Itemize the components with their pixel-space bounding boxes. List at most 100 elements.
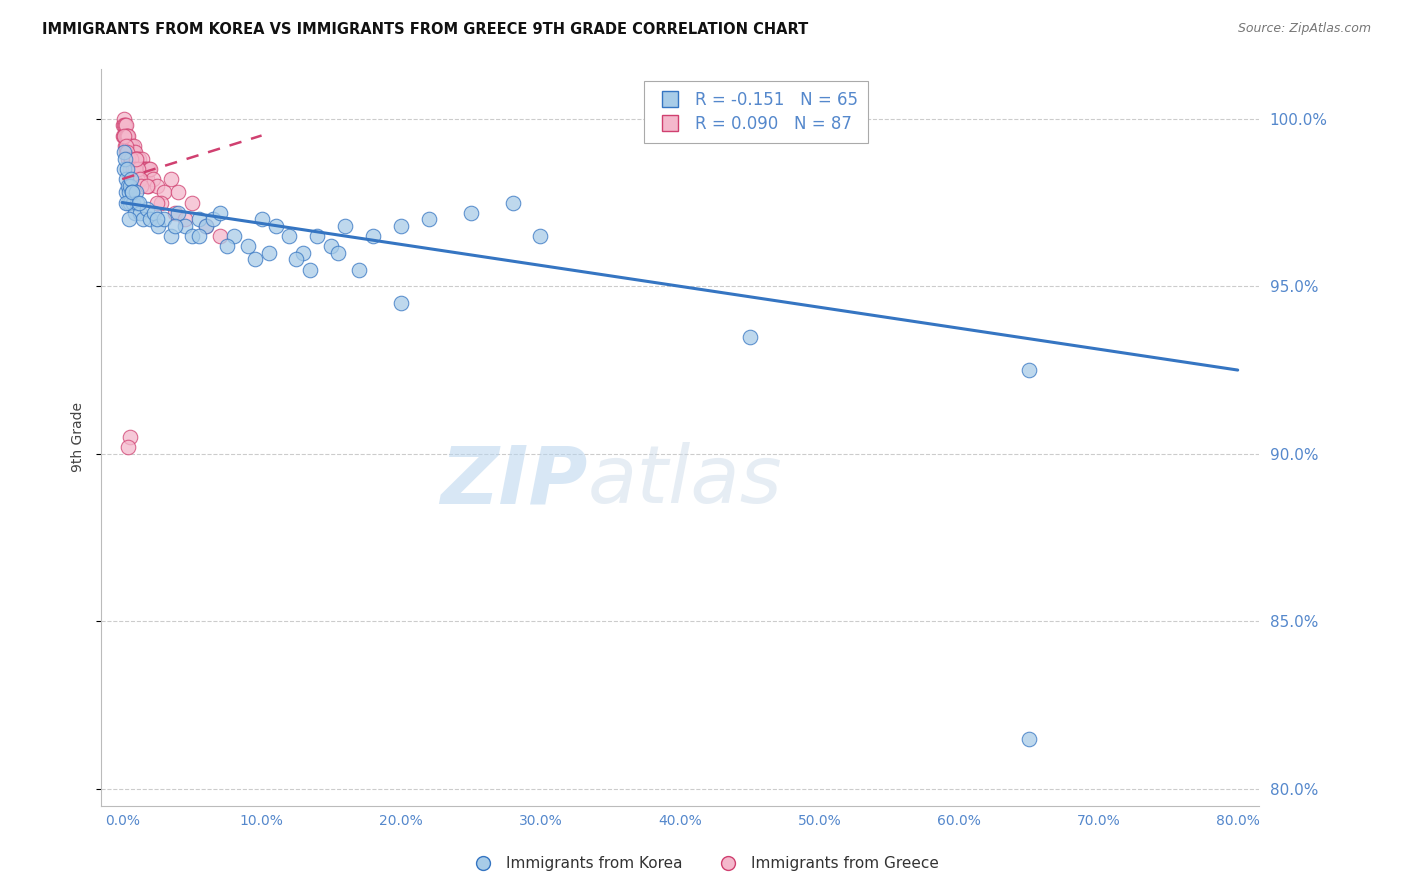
Point [121,138,143,153]
Point [150,195,173,210]
Point [131,152,153,166]
Point [143,205,166,219]
Point [134,172,156,186]
Point [129,161,152,176]
Point [335,219,357,233]
Point [117,145,139,160]
Point [173,219,195,233]
Point [115,145,138,160]
Point [112,119,135,133]
Point [124,138,146,153]
Point [127,152,149,166]
Point [167,205,190,219]
Point [160,229,183,244]
Point [118,178,141,193]
Point [122,145,145,160]
Point [389,296,412,310]
Point [125,161,148,176]
Point [132,161,155,176]
Point [136,161,159,176]
Point [125,161,148,176]
Point [236,239,259,253]
Point [117,128,139,143]
Point [125,152,148,166]
Point [124,161,146,176]
Point [136,202,159,217]
Point [125,186,148,200]
Point [264,219,287,233]
Point [128,161,150,176]
Point [121,145,143,160]
Point [114,172,136,186]
Point [201,212,224,227]
Point [115,138,138,153]
Point [129,178,152,193]
Text: atlas: atlas [588,442,782,520]
Point [142,172,165,186]
Point [124,145,146,160]
Point [127,161,149,176]
Point [121,152,143,166]
Point [215,239,238,253]
Point [117,138,139,153]
Point [128,152,150,166]
Point [529,229,551,244]
Point [111,119,134,133]
Point [120,195,142,210]
Point [125,172,148,186]
Point [114,119,136,133]
Point [134,161,156,176]
Point [118,186,141,200]
Point [122,145,145,160]
Point [120,138,142,153]
Point [132,172,155,186]
Point [165,205,187,219]
Point [129,205,152,219]
Point [117,152,139,166]
Point [118,138,141,153]
Point [120,430,142,444]
Point [138,161,160,176]
Point [292,245,315,260]
Point [361,229,384,244]
Point [117,128,139,143]
Point [146,178,169,193]
Point [389,219,412,233]
Point [121,161,143,176]
Point [112,112,135,126]
Point [418,212,440,227]
Point [153,212,176,227]
Text: Source: ZipAtlas.com: Source: ZipAtlas.com [1237,22,1371,36]
Point [120,152,142,166]
Point [120,152,142,166]
Point [135,172,157,186]
Point [118,138,141,153]
Point [114,138,136,153]
Point [127,195,149,210]
Point [347,262,370,277]
Point [131,161,153,176]
Point [328,245,350,260]
Point [136,178,159,193]
Point [117,178,139,193]
Point [321,239,343,253]
Point [285,252,308,267]
Point [112,145,135,160]
Point [114,152,136,166]
Point [124,161,146,176]
Point [278,229,301,244]
Point [121,152,143,166]
Point [115,161,138,176]
Point [127,161,149,176]
Point [124,152,146,166]
Point [115,145,138,160]
Point [194,219,217,233]
Point [112,128,135,143]
Point [114,138,136,153]
Point [1018,363,1040,377]
Text: IMMIGRANTS FROM KOREA VS IMMIGRANTS FROM GREECE 9TH GRADE CORRELATION CHART: IMMIGRANTS FROM KOREA VS IMMIGRANTS FROM… [42,22,808,37]
Point [122,152,145,166]
Point [167,186,190,200]
Point [118,161,141,176]
Point [139,161,162,176]
